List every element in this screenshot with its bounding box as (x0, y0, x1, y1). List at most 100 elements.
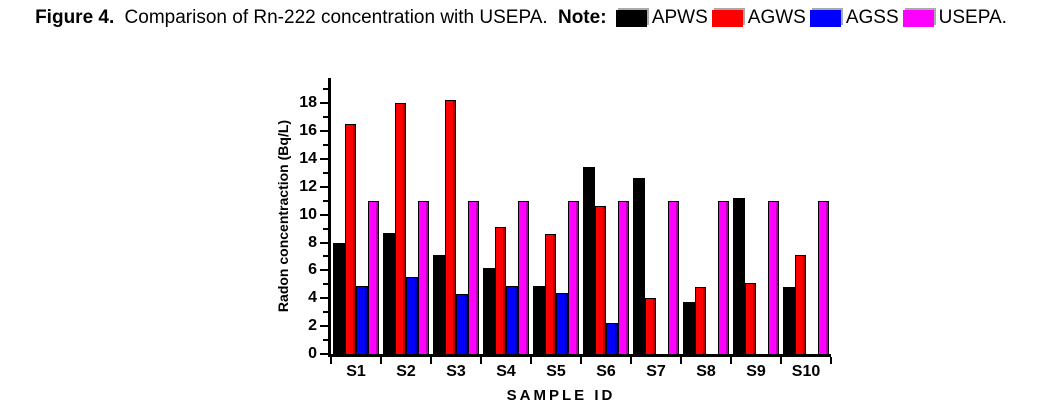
bar-apws-s5 (533, 285, 545, 354)
bar-usepa-s5 (567, 200, 579, 354)
y-tick-15 (323, 143, 328, 146)
x-tick-4 (530, 357, 532, 364)
bar-usepa-s2 (417, 200, 429, 354)
x-tick-8 (730, 357, 732, 364)
legend-label-agws: AGWS (747, 7, 806, 28)
bar-group-s8 (681, 78, 731, 354)
bar-group-s2 (381, 78, 431, 354)
x-category-label-s8: S8 (696, 363, 716, 380)
y-tick-label-16: 16 (299, 121, 317, 139)
x-category-label-s9: S9 (746, 363, 766, 380)
y-tick-7 (323, 255, 328, 258)
x-tick-7 (680, 357, 682, 364)
bar-agss-s4 (506, 285, 518, 354)
bar-usepa-s8 (717, 200, 729, 354)
bar-agss-s3 (456, 294, 468, 354)
x-category-label-s3: S3 (446, 363, 466, 380)
bar-agws-s7 (644, 298, 656, 354)
x-tick-3 (480, 357, 482, 364)
x-category-label-s10: S10 (791, 363, 821, 380)
bar-apws-s1 (333, 242, 345, 354)
x-category-label-s6: S6 (596, 363, 616, 380)
y-tick-label-4: 4 (308, 289, 317, 307)
x-category-label-s7: S7 (646, 363, 666, 380)
bar-group-s1 (331, 78, 381, 354)
bar-apws-s7 (633, 178, 645, 354)
bar-apws-s8 (683, 302, 695, 354)
bar-group-s6 (581, 78, 631, 354)
bar-usepa-s6 (617, 200, 629, 354)
x-tick-9 (780, 357, 782, 364)
y-tick-1 (323, 339, 328, 342)
y-tick-label-12: 12 (299, 177, 317, 195)
y-tick-2 (320, 325, 328, 328)
bar-agws-s9 (744, 282, 756, 354)
bar-apws-s4 (483, 267, 495, 354)
bar-usepa-s9 (767, 200, 779, 354)
figure-label: Figure 4. (35, 7, 115, 29)
legend-swatch-usepa (902, 9, 934, 27)
x-category-label-s4: S4 (496, 363, 516, 380)
bar-agws-s8 (694, 287, 706, 354)
bar-agws-s10 (794, 255, 806, 354)
y-tick-0 (320, 353, 328, 355)
y-tick-label-0: 0 (308, 345, 317, 362)
bar-apws-s6 (583, 167, 595, 354)
bar-group-s9 (731, 78, 781, 354)
legend-label-usepa: USEPA. (938, 7, 1007, 28)
bar-group-s3 (431, 78, 481, 354)
bar-usepa-s3 (467, 200, 479, 354)
bar-usepa-s1 (367, 200, 379, 354)
y-tick-19 (323, 88, 328, 91)
y-tick-label-14: 14 (299, 149, 317, 167)
bar-group-s10 (781, 78, 831, 354)
bar-agws-s3 (444, 100, 456, 354)
legend-swatch-agss (809, 9, 841, 27)
y-tick-9 (323, 227, 328, 230)
plot-area: SAMPLE ID 0 2 4 6 8 10 12 14 16 18 S1 S2 S3 S4 S5 S6 S7 S… (299, 78, 832, 404)
bar-agws-s6 (594, 206, 606, 354)
bar-apws-s3 (433, 255, 445, 354)
x-tick-2 (430, 357, 432, 364)
bar-agss-s6 (606, 323, 618, 354)
legend-item-agws: AGWS (711, 7, 806, 29)
legend-item-agss: AGSS (809, 7, 899, 29)
y-tick-10 (320, 213, 328, 216)
y-tick-label-18: 18 (299, 94, 317, 112)
x-tick-5 (580, 357, 582, 364)
x-tick-10 (830, 357, 832, 364)
y-tick-5 (323, 283, 328, 286)
bar-agws-s4 (494, 227, 506, 354)
note-label: Note: (557, 7, 607, 29)
bar-apws-s2 (383, 232, 395, 354)
bar-usepa-s10 (817, 200, 829, 354)
y-tick-label-10: 10 (299, 205, 317, 223)
x-category-label-s5: S5 (546, 363, 566, 380)
x-tick-0 (330, 357, 332, 364)
y-tick-6 (320, 269, 328, 272)
legend-label-apws: APWS (651, 7, 708, 28)
bar-usepa-s4 (517, 200, 529, 354)
bar-usepa-s7 (667, 200, 679, 354)
bar-group-s7 (631, 78, 681, 354)
y-tick-label-8: 8 (308, 233, 317, 251)
bar-agws-s5 (544, 234, 556, 354)
y-tick-14 (320, 157, 328, 160)
legend-swatch-agws (711, 9, 743, 27)
legend-swatch-apws (615, 9, 647, 27)
bar-group-s4 (481, 78, 531, 354)
bar-apws-s10 (783, 287, 795, 354)
bar-agws-s1 (344, 124, 356, 354)
y-tick-3 (323, 311, 328, 314)
y-tick-16 (320, 129, 328, 132)
legend-label-agss: AGSS (845, 7, 899, 28)
y-tick-18 (320, 102, 328, 105)
legend-item-usepa: USEPA. (902, 7, 1007, 29)
x-axis-title: SAMPLE ID (506, 387, 616, 404)
bar-agws-s2 (394, 103, 406, 354)
y-tick-label-6: 6 (308, 261, 317, 279)
bar-agss-s2 (406, 277, 418, 354)
y-tick-label-2: 2 (308, 317, 317, 335)
y-tick-8 (320, 241, 328, 244)
